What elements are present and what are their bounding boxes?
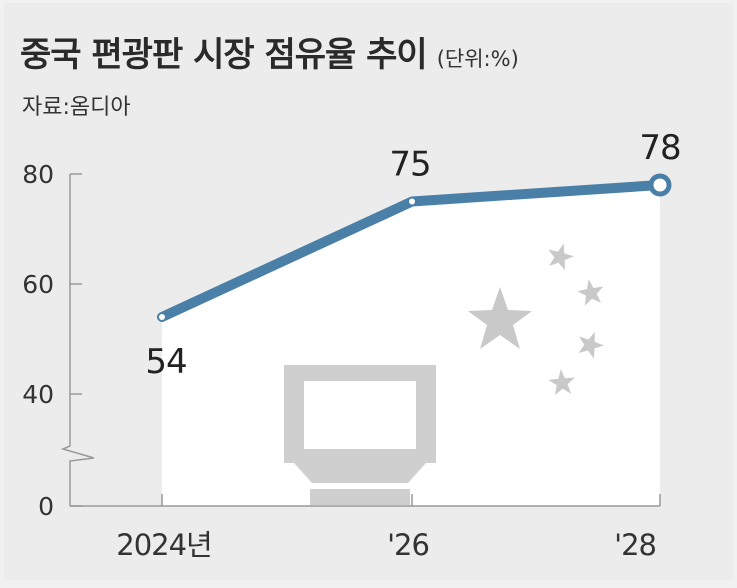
- data-label: 78: [639, 128, 680, 168]
- data-label: 54: [145, 342, 186, 382]
- data-point: [409, 198, 415, 205]
- unit-label: (단위:%): [436, 47, 519, 71]
- title-row: 중국 편광판 시장 점유율 추이 (단위:%): [20, 27, 519, 76]
- data-label: 75: [389, 145, 430, 185]
- data-point: [159, 314, 165, 320]
- data-point: [648, 173, 672, 197]
- x-tick-label: '26: [387, 528, 429, 562]
- axes: 80 60 40 0 2024년 '26 '28: [22, 160, 661, 562]
- y-tick-label: 60: [22, 270, 54, 299]
- data-marks: 54 75 78: [145, 128, 681, 382]
- y-tick-label: 0: [38, 492, 54, 521]
- source-label: 자료:옴디아: [22, 95, 131, 120]
- line-chart: 80 60 40 0 2024년 '26 '28 54 75 78: [22, 128, 681, 562]
- chart-frame: 중국 편광판 시장 점유율 추이 (단위:%) 자료:옴디아 80 60 40 0 20…: [4, 3, 733, 580]
- decoration: [284, 243, 604, 505]
- x-tick-label: '28: [614, 528, 656, 562]
- monitor-icon: [284, 365, 436, 505]
- y-tick-label: 80: [22, 160, 54, 189]
- y-tick-label: 40: [22, 380, 54, 409]
- china-flag-stars-icon: [468, 243, 604, 396]
- x-tick-label: 2024년: [116, 528, 211, 562]
- y-axis-line: [60, 174, 95, 506]
- chart-title: 중국 편광판 시장 점유율 추이: [20, 35, 428, 75]
